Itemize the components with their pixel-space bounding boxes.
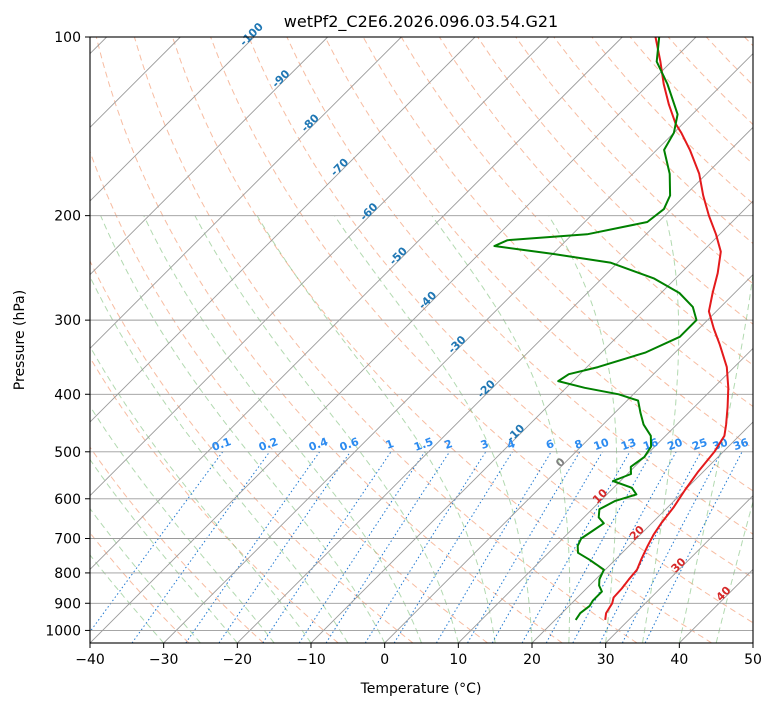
dry-adiabat-line (90, 356, 339, 643)
mixing-ratio-line (218, 451, 351, 643)
mixing-ratio-line (131, 451, 271, 643)
mixing-ratio-line (521, 451, 631, 643)
dry-adiabat-line (515, 37, 753, 285)
dry-adiabat-line (133, 37, 638, 643)
mixing-ratio-line (364, 451, 487, 643)
moist-adiabat-line (431, 215, 571, 643)
mixing-ratio-line (90, 451, 224, 633)
mixing-ratio-line (545, 451, 653, 643)
y-tick-label: 200 (54, 209, 81, 225)
mixing-ratio-label: 36 (731, 436, 750, 454)
moist-adiabat-line (642, 215, 680, 643)
mixing-ratio-label: 25 (690, 436, 709, 453)
moist-adiabat-line (678, 270, 753, 643)
isotherm-line (163, 53, 753, 643)
x-tick-label: 30 (597, 652, 615, 668)
y-tick-label: 700 (54, 532, 81, 548)
x-tick-label: 10 (449, 652, 467, 668)
x-tick-label: −40 (75, 652, 105, 668)
isotherm-line (90, 37, 549, 497)
dry-adiabat-line (210, 37, 753, 624)
isotherm-line (605, 495, 753, 643)
dry-adiabat-line (90, 446, 264, 643)
mixing-ratio-label: 8 (573, 437, 585, 452)
moist-adiabat-line (548, 215, 618, 643)
moist-adiabat-line (334, 215, 533, 643)
mixing-ratio-label: 13 (619, 436, 638, 453)
x-tick-label: −10 (296, 652, 326, 668)
isotherm-line (90, 37, 476, 423)
x-tick-label: 40 (670, 652, 688, 668)
dry-adiabat-line (477, 37, 753, 325)
isotherm-line (90, 37, 402, 349)
y-tick-label: 400 (54, 387, 81, 403)
moist-adiabat-line (100, 215, 386, 643)
y-tick-label: 500 (54, 445, 81, 461)
y-tick-label: 800 (54, 566, 81, 582)
mixing-ratio-line (435, 451, 552, 643)
mixing-ratio-label: 2 (443, 437, 455, 452)
x-tick-label: 0 (380, 652, 389, 668)
dry-adiabat-line (95, 37, 563, 643)
dry-adiabat-line (172, 37, 712, 643)
y-axis-title: Pressure (hPa) (12, 290, 28, 390)
mixing-ratio-label: 3 (479, 437, 491, 452)
isotherm-line (90, 37, 623, 570)
isotherm-line (310, 200, 753, 643)
temperature-profile-line (604, 37, 730, 621)
dry-adiabat-line (248, 37, 753, 579)
isotherm-line (458, 347, 753, 643)
mixing-ratio-line (572, 451, 677, 643)
y-tick-label: 600 (54, 492, 81, 508)
dewpoint-profile-line (493, 37, 698, 621)
mixing-ratio-label: 0.1 (210, 435, 233, 454)
mixing-ratio-label: 0.4 (307, 435, 330, 454)
x-tick-label: 50 (744, 652, 762, 668)
mixing-ratio-line (185, 451, 321, 643)
moist-adiabat-line (90, 405, 275, 643)
mixing-ratio-label: 10 (592, 436, 611, 454)
mixing-ratio-label: 0.2 (257, 435, 280, 454)
mixing-ratio-label: 4 (505, 437, 517, 452)
isotherm-line (531, 421, 753, 643)
moist-adiabat-line (90, 345, 312, 643)
x-axis-title: Temperature (°C) (360, 681, 482, 697)
isotherm-line (90, 37, 255, 202)
plot-frame (89, 36, 754, 644)
mixing-ratio-line (298, 451, 426, 643)
isotherm-line (384, 274, 753, 643)
isotherm-line (237, 126, 753, 643)
y-tick-label: 900 (54, 596, 81, 612)
dry-adiabat-line (324, 37, 753, 492)
mixing-ratio-label: 0.6 (338, 435, 361, 454)
mixing-ratio-label: 1.5 (412, 435, 435, 454)
mixing-ratio-line (599, 451, 702, 643)
mixing-ratio-line (644, 451, 743, 643)
isotherm-line (90, 37, 697, 643)
chart-title: wetPf2_C2E6.2026.096.03.54.G21 (284, 12, 558, 32)
mixing-ratio-label: 1 (384, 437, 396, 452)
mixing-ratio-line (262, 451, 392, 643)
dry-adiabat-line (90, 259, 414, 643)
y-tick-label: 1000 (45, 623, 81, 639)
mixing-ratio-label: 6 (544, 437, 556, 452)
moist-adiabat-line (194, 215, 459, 643)
y-tick-label: 100 (54, 30, 81, 46)
mixing-ratio-label: 20 (666, 436, 685, 454)
mixing-ratio-line (325, 451, 451, 643)
x-tick-label: −30 (149, 652, 179, 668)
x-tick-label: −20 (223, 652, 253, 668)
moist-adiabat-line (90, 458, 238, 643)
x-tick-label: 20 (523, 652, 541, 668)
y-tick-label: 300 (54, 313, 81, 329)
moist-adiabat-line (143, 215, 422, 643)
isotherm-line (90, 37, 328, 276)
